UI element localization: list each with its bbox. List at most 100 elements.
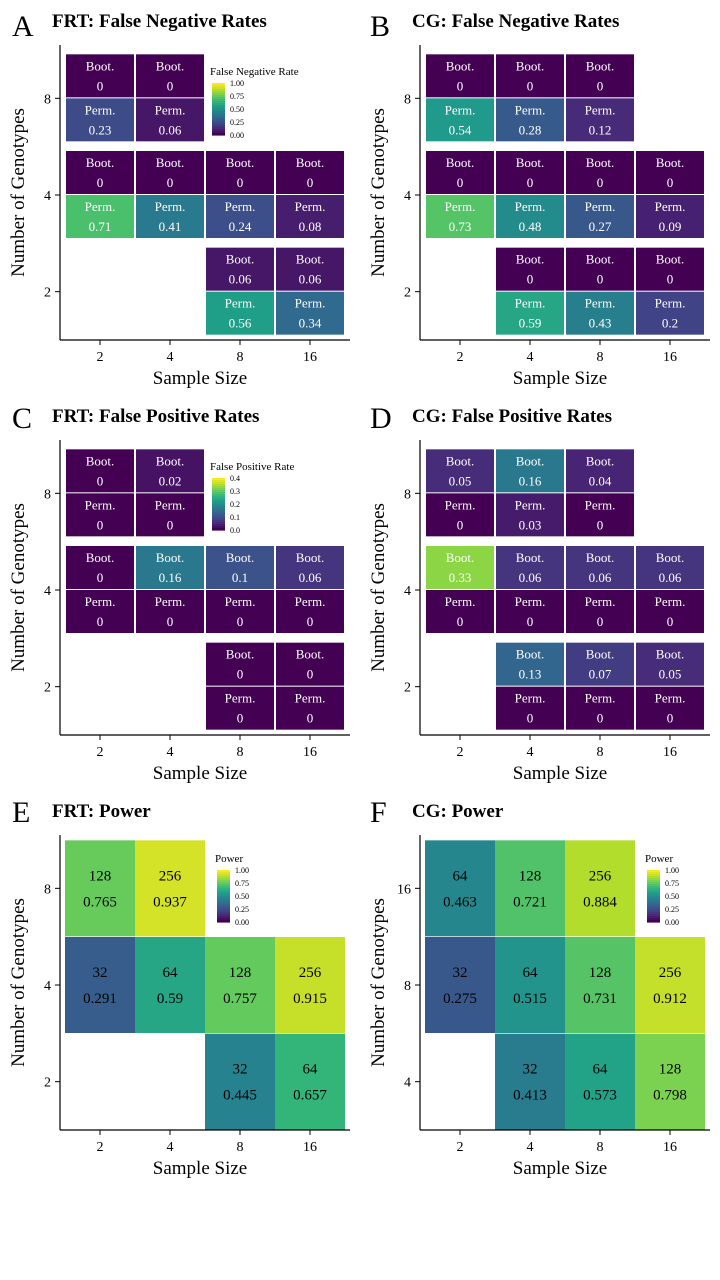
legend-gradient-step [212, 504, 225, 507]
boot-value: 0 [167, 78, 174, 93]
legend-gradient-step [212, 514, 225, 517]
heatmap-cell: 64 0.657 [275, 1033, 345, 1130]
legend-gradient-step [647, 896, 660, 899]
heatmap-cell: Boot. 0 Perm. 0 [66, 546, 134, 633]
boot-label: Boot. [226, 550, 255, 565]
legend-gradient-step [212, 494, 225, 497]
legend-gradient-step [212, 83, 225, 86]
heatmap-cell: Boot. 0 Perm. 0.23 [66, 54, 134, 142]
panel-letter: A [12, 10, 34, 43]
legend-gradient-step [647, 890, 660, 893]
boot-label: Boot. [586, 252, 615, 267]
legend-gradient-step [647, 914, 660, 917]
x-axis-title: Sample Size [513, 368, 607, 389]
heatmap-cell: 256 0.884 [565, 840, 635, 937]
perm-value: 0 [527, 711, 534, 726]
perm-label: Perm. [85, 199, 116, 214]
boot-value: 0 [307, 667, 314, 682]
perm-tile [206, 291, 274, 335]
perm-label: Perm. [445, 594, 476, 609]
boot-label: Boot. [156, 550, 185, 565]
n-label: 256 [589, 868, 612, 884]
legend-gradient-step [647, 894, 660, 897]
perm-value: 0.41 [159, 219, 182, 234]
heatmap-cell: Boot. 0 Perm. 0.24 [206, 151, 274, 238]
perm-value: 0.54 [449, 122, 472, 137]
boot-value: 0.06 [519, 570, 542, 585]
perm-tile [566, 493, 634, 537]
legend-gradient-step [212, 105, 225, 108]
boot-tile [566, 546, 634, 589]
x-tick-label: 16 [663, 350, 677, 365]
y-tick-label: 2 [404, 286, 411, 301]
perm-label: Perm. [585, 296, 616, 311]
perm-label: Perm. [155, 199, 186, 214]
perm-value: 0.2 [662, 316, 678, 331]
legend-gradient-step [212, 99, 225, 102]
heatmap-cell: 128 0.721 [495, 840, 565, 937]
power-label: 0.798 [653, 1088, 687, 1104]
legend-gradient-step [217, 894, 230, 897]
perm-tile [636, 590, 704, 633]
boot-label: Boot. [296, 155, 325, 170]
perm-value: 0.28 [519, 122, 542, 137]
x-tick-label: 16 [303, 350, 317, 365]
boot-label: Boot. [226, 155, 255, 170]
boot-tile [566, 54, 634, 98]
boot-value: 0 [97, 473, 104, 488]
heatmap-cell: 32 0.291 [65, 937, 135, 1033]
x-tick-label: 2 [457, 745, 464, 760]
perm-tile [206, 686, 274, 730]
x-tick-label: 4 [527, 350, 534, 365]
legend-gradient-step [647, 918, 660, 921]
perm-value: 0 [597, 614, 604, 629]
legend-gradient-step [217, 908, 230, 911]
power-tile [65, 937, 135, 1033]
perm-tile [426, 98, 494, 142]
perm-label: Perm. [225, 594, 256, 609]
heatmap-cell: Boot. 0 Perm. 0 [66, 449, 134, 537]
legend-gradient-step [217, 900, 230, 903]
heatmap-cell: Boot. 0 Perm. 0.59 [496, 247, 564, 335]
heatmap-cell: Boot. 0.04 Perm. 0 [566, 449, 634, 537]
boot-label: Boot. [516, 550, 545, 565]
boot-value: 0.06 [299, 272, 322, 287]
legend-gradient-step [217, 878, 230, 881]
boot-value: 0 [237, 667, 244, 682]
legend-gradient-step [647, 888, 660, 891]
legend-gradient-step [212, 129, 225, 132]
boot-value: 0.06 [589, 570, 612, 585]
heatmap-cell: Boot. 0 Perm. 0.27 [566, 151, 634, 238]
power-tile [275, 1033, 345, 1130]
perm-tile [496, 686, 564, 730]
boot-tile [136, 151, 204, 194]
legend-tick-label: 0.75 [235, 879, 249, 888]
power-tile [135, 840, 205, 937]
legend-gradient-step [647, 882, 660, 885]
power-label: 0.915 [293, 991, 327, 1007]
boot-label: Boot. [446, 58, 475, 73]
boot-tile [496, 54, 564, 98]
perm-label: Perm. [155, 102, 186, 117]
perm-tile [496, 98, 564, 142]
legend-tick-label: 1.00 [665, 866, 679, 875]
perm-tile [276, 195, 344, 238]
boot-tile [66, 151, 134, 194]
legend-gradient-step [212, 512, 225, 515]
power-tile [565, 937, 635, 1033]
power-tile [495, 1033, 565, 1130]
perm-value: 0 [667, 614, 674, 629]
legend-gradient-step [212, 121, 225, 124]
perm-tile [496, 493, 564, 537]
perm-label: Perm. [655, 296, 686, 311]
legend-gradient-step [212, 117, 225, 120]
legend-gradient-step [212, 478, 225, 481]
boot-tile [206, 247, 274, 291]
boot-label: Boot. [656, 252, 685, 267]
perm-tile [206, 590, 274, 633]
legend-gradient-step [217, 876, 230, 879]
boot-label: Boot. [86, 155, 115, 170]
perm-value: 0 [307, 614, 314, 629]
boot-tile [206, 546, 274, 589]
heatmap-cell: Boot. 0 Perm. 0.06 [136, 54, 204, 142]
